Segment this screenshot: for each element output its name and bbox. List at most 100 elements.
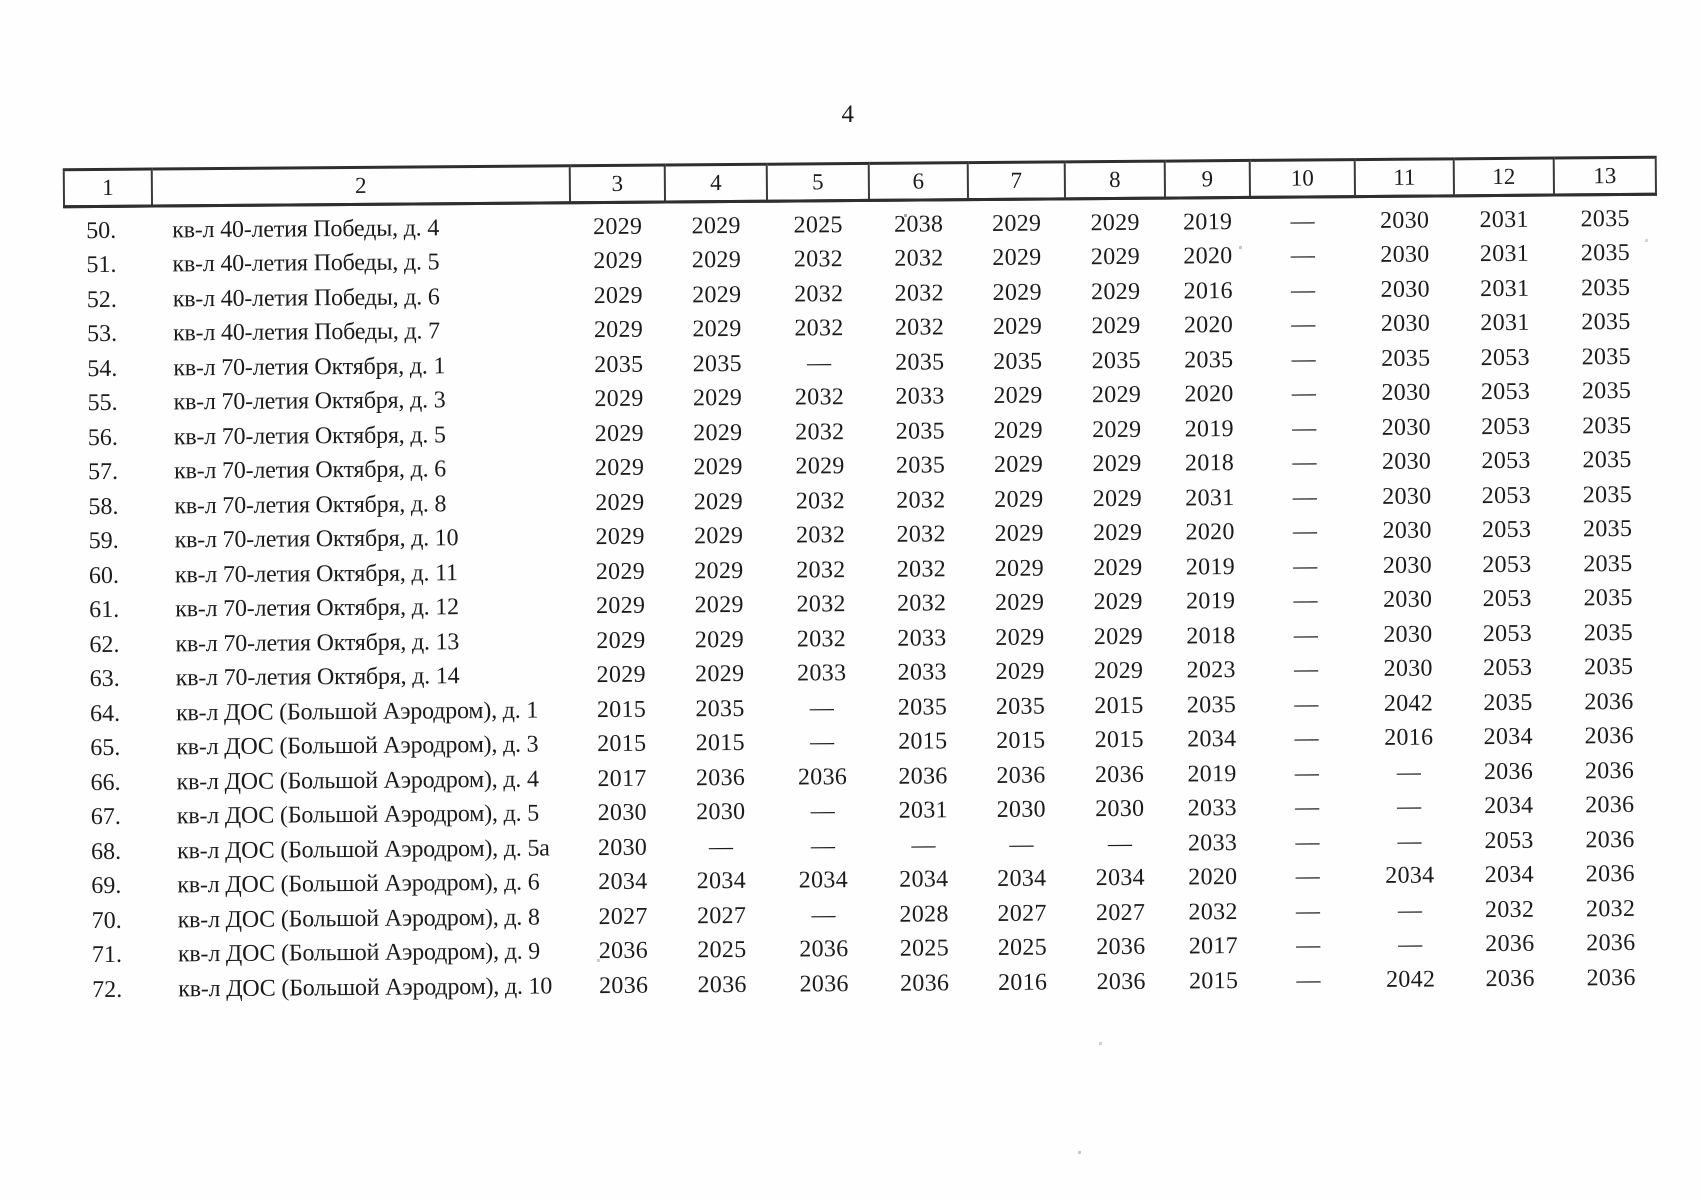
year-cell: 2029 xyxy=(1093,623,1144,650)
year-cell: 2031 xyxy=(898,797,948,824)
year-cell: 2016 xyxy=(1183,277,1233,305)
row-number-cell: 54. xyxy=(87,355,118,382)
year-cell: 2035 xyxy=(594,351,644,378)
year-cell: 2036 xyxy=(1485,930,1535,958)
column-header-1: 1 xyxy=(63,169,153,207)
year-cell: 2036 xyxy=(1483,758,1534,785)
year-cell: 2029 xyxy=(693,454,743,481)
year-cell: 2020 xyxy=(1185,519,1235,546)
year-cell: — xyxy=(1398,931,1423,959)
table-body: 50. кв-л 40-летия Победы, д. 4 2029 2029 202… xyxy=(64,194,1662,1007)
year-cell: 2029 xyxy=(594,385,644,413)
year-cell: 2018 xyxy=(1186,622,1236,650)
year-cell: 2029 xyxy=(1093,589,1143,616)
address-cell: кв-л 70-летия Октября, д. 3 xyxy=(173,387,446,416)
year-cell: 2034 xyxy=(1483,723,1533,751)
column-header-9: 9 xyxy=(1164,160,1250,199)
year-cell: — xyxy=(1293,587,1318,614)
year-cell: 2036 xyxy=(1584,757,1635,785)
year-cell: 2029 xyxy=(595,592,646,620)
year-cell: — xyxy=(1294,691,1319,718)
year-cell: 2053 xyxy=(1482,620,1533,647)
year-cell: 2029 xyxy=(991,210,1042,237)
row-number-cell: 59. xyxy=(88,528,119,555)
year-cell: 2034 xyxy=(1095,865,1146,892)
year-cell: 2029 xyxy=(692,316,742,343)
address-cell: кв-л 70-летия Октября, д. 6 xyxy=(174,456,447,485)
year-cell: 2029 xyxy=(695,661,745,688)
year-cell: 2035 xyxy=(895,452,946,479)
year-cell: 2029 xyxy=(593,247,643,275)
year-cell: 2032 xyxy=(794,315,844,342)
year-cell: — xyxy=(1296,932,1321,959)
year-cell: 2035 xyxy=(1581,309,1631,336)
address-cell: кв-л 70-летия Октября, д. 12 xyxy=(175,594,459,623)
year-cell: — xyxy=(1292,415,1317,442)
year-cell: 2036 xyxy=(996,762,1046,789)
row-number-cell: 68. xyxy=(90,838,122,865)
year-cell: 2029 xyxy=(795,453,845,480)
year-cell: — xyxy=(1291,346,1317,373)
year-cell: 2029 xyxy=(1091,278,1141,305)
year-cell: 2015 xyxy=(597,730,647,758)
year-cell: 2029 xyxy=(1092,416,1142,443)
year-cell: — xyxy=(1290,242,1316,269)
year-cell: 2023 xyxy=(1186,657,1236,684)
column-header-12: 12 xyxy=(1453,158,1554,196)
year-cell: 2030 xyxy=(996,796,1046,824)
year-cell: — xyxy=(1293,656,1319,683)
row-number-cell: 71. xyxy=(91,942,123,969)
year-cell: 2034 xyxy=(1484,861,1535,889)
year-cell: 2036 xyxy=(598,972,649,999)
year-cell: 2036 xyxy=(1096,968,1146,995)
year-cell: 2029 xyxy=(692,385,743,412)
address-cell: кв-л 70-летия Октября, д. 11 xyxy=(174,559,458,589)
year-cell: — xyxy=(1290,277,1316,304)
year-cell: 2029 xyxy=(1090,209,1140,236)
year-cell: 2035 xyxy=(1091,347,1141,374)
year-cell: 2032 xyxy=(1585,895,1636,923)
year-cell: 2030 xyxy=(1382,517,1432,545)
year-cell: — xyxy=(1293,553,1318,580)
year-cell: 2030 xyxy=(1382,483,1432,510)
year-cell: 2035 xyxy=(1581,274,1631,302)
address-cell: кв-л ДОС (Большой Аэродром), д. 4 xyxy=(176,766,539,796)
year-cell: 2032 xyxy=(896,556,947,583)
year-cell: 2030 xyxy=(696,799,746,826)
column-header-11: 11 xyxy=(1354,158,1454,197)
year-cell: 2031 xyxy=(1480,275,1530,302)
year-cell: 2035 xyxy=(897,694,948,721)
year-cell: 2016 xyxy=(997,969,1048,996)
year-cell: 2035 xyxy=(895,418,946,445)
address-cell: кв-л ДОС (Большой Аэродром), д. 3 xyxy=(176,731,539,761)
year-cell: 2035 xyxy=(692,350,742,378)
year-cell: 2038 xyxy=(893,211,944,238)
column-header-5: 5 xyxy=(766,163,870,202)
year-cell: — xyxy=(810,832,836,860)
row-number-cell: 58. xyxy=(88,493,119,520)
year-cell: 2029 xyxy=(593,282,643,309)
year-cell: — xyxy=(1294,725,1320,752)
year-cell: 2035 xyxy=(1582,481,1633,509)
year-cell: 2029 xyxy=(596,661,646,689)
row-number-cell: 64. xyxy=(89,700,121,727)
scan-noise xyxy=(0,0,1,1)
year-cell: 2053 xyxy=(1481,482,1532,509)
year-cell: 2036 xyxy=(1584,723,1634,750)
year-cell: 2032 xyxy=(894,245,944,272)
row-number-cell: 57. xyxy=(88,459,119,486)
year-cell: 2035 xyxy=(1582,447,1632,474)
year-cell: 2033 xyxy=(895,383,945,410)
year-cell: 2029 xyxy=(1092,451,1142,478)
year-cell: 2015 xyxy=(898,728,948,755)
year-cell: — xyxy=(1292,518,1318,545)
year-cell: 2029 xyxy=(995,624,1045,651)
year-cell: 2036 xyxy=(799,970,849,998)
row-number-cell: 55. xyxy=(87,390,118,417)
year-cell: 2035 xyxy=(1583,619,1634,647)
year-cell: 2035 xyxy=(1582,516,1633,543)
year-cell: 2020 xyxy=(1183,243,1233,270)
row-number-cell: 62. xyxy=(89,631,120,658)
year-cell: 2029 xyxy=(694,557,744,585)
year-cell: 2036 xyxy=(1586,930,1636,957)
